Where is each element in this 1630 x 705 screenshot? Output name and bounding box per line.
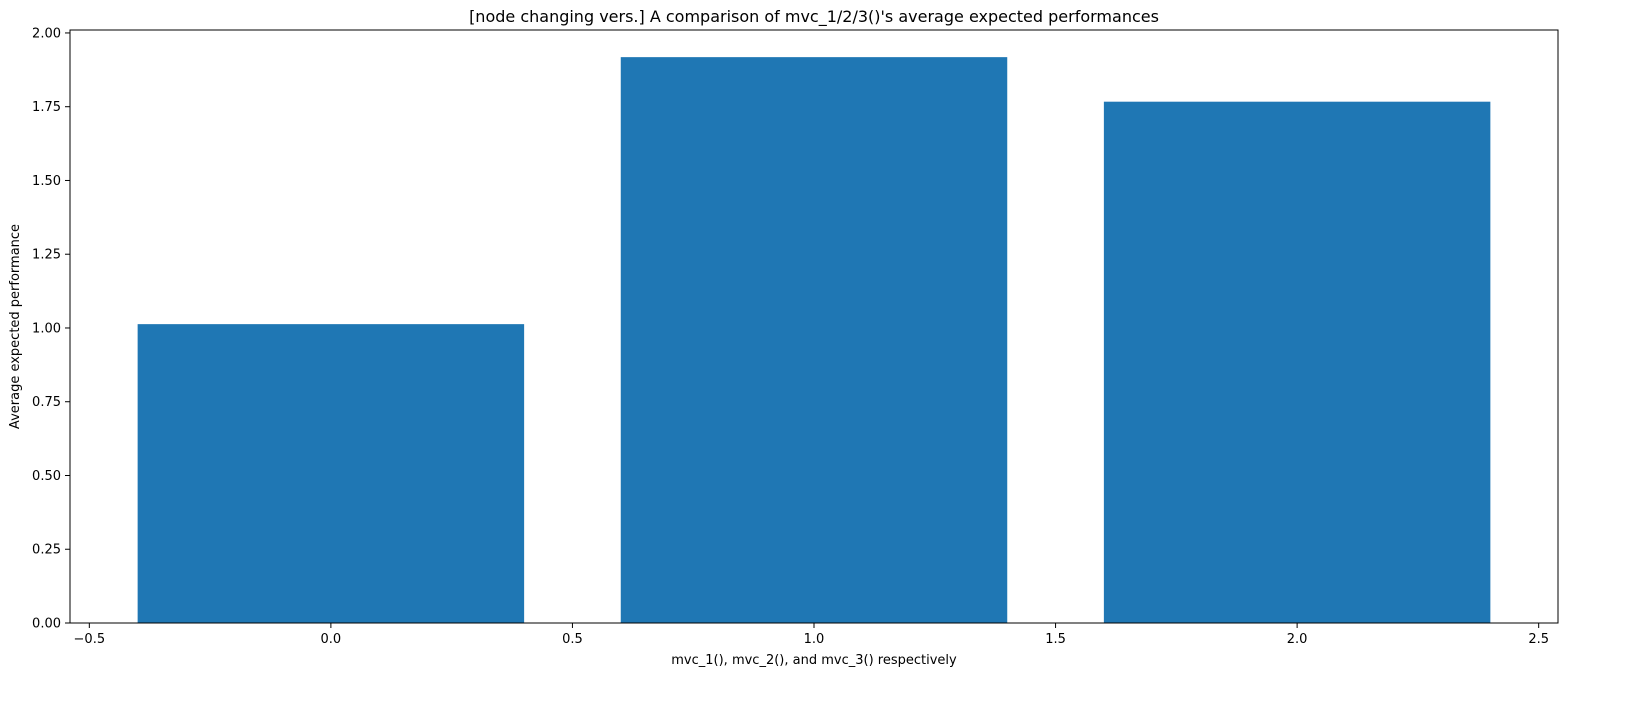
x-tick-label: 2.5 xyxy=(1528,632,1549,647)
y-tick-label: 2.00 xyxy=(32,26,61,41)
bars-group xyxy=(137,57,1491,624)
bar xyxy=(1103,101,1491,624)
y-axis: 0.00 0.25 0.50 0.75 1.00 1.25 1.50 1.75 2.00 xyxy=(32,26,70,632)
bar xyxy=(137,324,525,623)
x-tick-label: 2.0 xyxy=(1287,632,1308,647)
y-tick-label: 1.25 xyxy=(32,248,61,263)
y-tick-label: 0.25 xyxy=(32,543,61,558)
x-axis-label: mvc_1(), mvc_2(), and mvc_3() respective… xyxy=(671,653,957,668)
x-tick-label: 1.5 xyxy=(1045,632,1066,647)
y-tick-label: 0.75 xyxy=(32,395,61,410)
y-tick-label: 1.75 xyxy=(32,100,61,115)
y-tick-label: 0.00 xyxy=(32,617,61,632)
y-tick-label: 0.50 xyxy=(32,469,61,484)
y-axis-label: Average expected performance xyxy=(8,224,23,429)
x-tick-label: −0.5 xyxy=(74,632,106,647)
axes-frame xyxy=(69,29,1559,624)
x-axis: −0.5 0.0 0.5 1.0 1.5 2.0 2.5 xyxy=(74,623,1549,647)
x-tick-label: 0.0 xyxy=(321,632,342,647)
x-tick-label: 1.0 xyxy=(804,632,825,647)
x-tick-label: 0.5 xyxy=(562,632,583,647)
chart-title: [node changing vers.] A comparison of mv… xyxy=(469,7,1159,27)
y-tick-label: 1.00 xyxy=(32,321,61,336)
y-tick-label: 1.50 xyxy=(32,174,61,189)
bar xyxy=(620,57,1008,624)
